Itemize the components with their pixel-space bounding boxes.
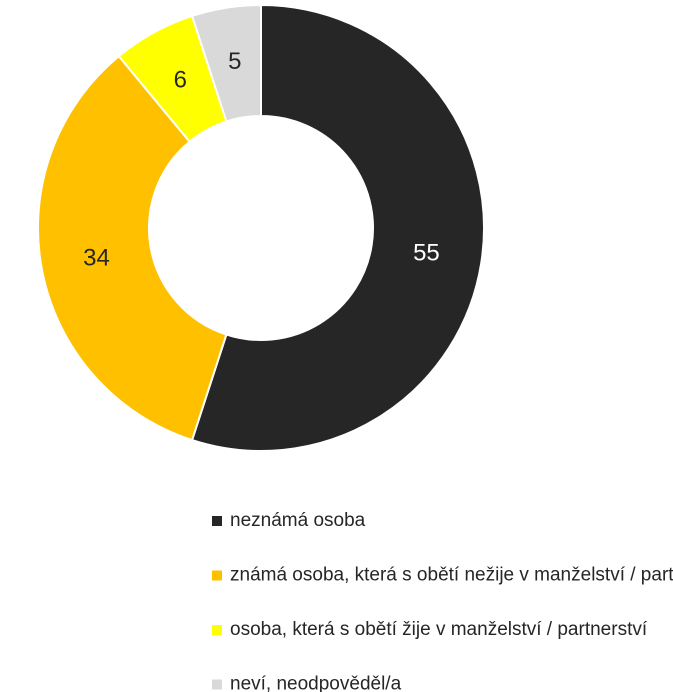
legend-label: osoba, která s obětí žije v manželství /… xyxy=(230,619,648,640)
legend-label: neznámá osoba xyxy=(230,510,366,531)
legend-swatch xyxy=(212,679,222,690)
data-label: 34 xyxy=(83,245,110,272)
data-label: 6 xyxy=(174,67,187,94)
legend-swatch xyxy=(212,516,222,526)
legend-swatch xyxy=(212,570,222,581)
legend-swatch xyxy=(212,625,222,635)
legend-label: známá osoba, která s obětí nežije v manž… xyxy=(230,565,673,586)
data-label: 5 xyxy=(228,48,241,75)
legend-label: neví, neodpověděl/a xyxy=(230,674,402,692)
slice xyxy=(37,54,228,442)
slice xyxy=(190,3,485,452)
slice xyxy=(190,3,262,123)
data-label: 55 xyxy=(413,240,440,267)
